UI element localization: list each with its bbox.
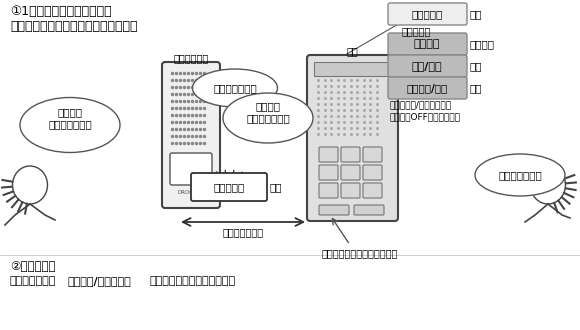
FancyBboxPatch shape: [354, 205, 384, 215]
Text: ①1分以内に親機が応答する: ①1分以内に親機が応答する: [10, 5, 111, 18]
Text: 一斉呼出／応答ボタンを押す: 一斉呼出／応答ボタンを押す: [322, 248, 398, 258]
FancyBboxPatch shape: [388, 33, 467, 55]
Ellipse shape: [13, 166, 48, 204]
Ellipse shape: [223, 93, 313, 143]
Bar: [314, 62, 391, 76]
Text: 一斉呼出/応答ボタン: 一斉呼出/応答ボタン: [67, 276, 131, 286]
FancyBboxPatch shape: [191, 173, 267, 201]
Ellipse shape: [531, 166, 566, 204]
FancyBboxPatch shape: [341, 147, 360, 162]
FancyBboxPatch shape: [319, 165, 338, 180]
Text: 点滅: 点滅: [269, 182, 281, 192]
Text: 点灯: 点灯: [470, 61, 483, 71]
FancyBboxPatch shape: [170, 153, 212, 185]
FancyBboxPatch shape: [363, 183, 382, 198]
Text: 警報音停止/外部機器制御: 警報音停止/外部機器制御: [390, 100, 452, 109]
Text: 通話時間無制限: 通話時間無制限: [223, 227, 263, 237]
Ellipse shape: [475, 154, 565, 196]
FancyBboxPatch shape: [363, 165, 382, 180]
Text: 表示パネル: 表示パネル: [402, 26, 432, 36]
FancyBboxPatch shape: [388, 77, 467, 99]
Text: 少し手を
かしてください: 少し手を かしてください: [48, 107, 92, 129]
Text: 一斉呼出/応答: 一斉呼出/応答: [407, 83, 448, 93]
Text: 親機: 親機: [346, 46, 358, 56]
Text: パニック: パニック: [414, 39, 440, 49]
Ellipse shape: [20, 97, 120, 152]
FancyBboxPatch shape: [388, 55, 467, 77]
Text: 点灯: 点灯: [470, 83, 483, 93]
Text: を押すと通話を終了します。: を押すと通話を終了します。: [150, 276, 235, 286]
FancyBboxPatch shape: [319, 147, 338, 162]
Text: 常時表示: 常時表示: [470, 39, 495, 49]
Text: ②通話の終了: ②通話の終了: [10, 260, 56, 273]
Text: 非常通報子機: 非常通報子機: [173, 53, 209, 63]
Text: どうしました？: どうしました？: [498, 170, 542, 180]
FancyBboxPatch shape: [341, 183, 360, 198]
Text: 警報ランプ: 警報ランプ: [411, 9, 443, 19]
FancyBboxPatch shape: [341, 165, 360, 180]
Text: 緊急ランプ: 緊急ランプ: [213, 182, 245, 192]
FancyBboxPatch shape: [363, 147, 382, 162]
Text: 通話中に親機の: 通話中に親機の: [10, 276, 56, 286]
Text: どうしました？: どうしました？: [213, 83, 257, 93]
FancyBboxPatch shape: [319, 183, 338, 198]
Text: （一斉呼出／応答ボタンを押す）とき: （一斉呼出／応答ボタンを押す）とき: [10, 20, 137, 33]
FancyBboxPatch shape: [319, 205, 349, 215]
Text: スイッチOFF（オープン）: スイッチOFF（オープン）: [390, 112, 461, 121]
FancyBboxPatch shape: [162, 62, 220, 208]
Text: 少し手を
かしてください: 少し手を かしてください: [246, 101, 290, 123]
Text: DROCIFIC: DROCIFIC: [178, 190, 204, 195]
Text: 消灯: 消灯: [470, 9, 483, 19]
Ellipse shape: [193, 69, 277, 107]
FancyBboxPatch shape: [307, 55, 398, 221]
Text: 通報/停止: 通報/停止: [412, 61, 443, 71]
FancyBboxPatch shape: [388, 3, 467, 25]
